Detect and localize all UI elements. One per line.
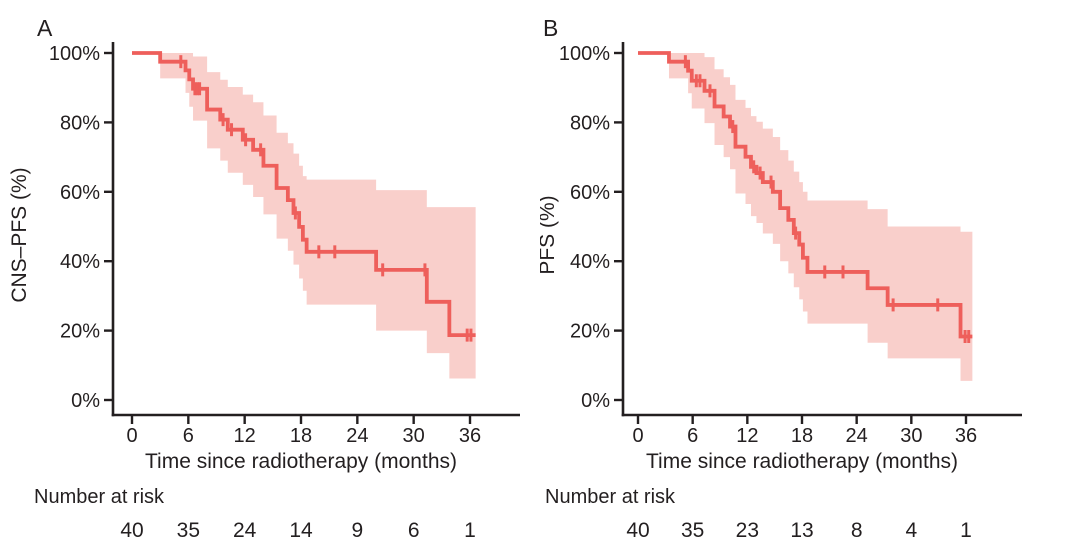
risk-count: 23 <box>736 519 759 542</box>
x-tick-label: 18 <box>791 425 813 447</box>
x-axis-title: Time since radiotherapy (months) <box>646 450 958 473</box>
risk-count: 40 <box>120 519 143 542</box>
x-tick-label: 6 <box>183 425 194 447</box>
y-tick-label: 100% <box>49 43 100 65</box>
y-tick-label: 0% <box>581 390 610 412</box>
risk-count: 35 <box>681 519 704 542</box>
x-tick-label: 24 <box>346 425 368 447</box>
risk-count: 6 <box>408 519 420 542</box>
y-tick-label: 60% <box>570 182 610 204</box>
y-tick-label: 0% <box>71 390 100 412</box>
risk-count: 13 <box>790 519 813 542</box>
y-tick-label: 80% <box>570 112 610 134</box>
x-tick-label: 30 <box>900 425 922 447</box>
x-tick-label: 36 <box>459 425 481 447</box>
panel-letter: A <box>37 15 53 41</box>
y-tick-label: 20% <box>60 321 100 343</box>
confidence-band <box>132 53 476 379</box>
y-tick-label: 80% <box>60 112 100 134</box>
risk-count: 24 <box>233 519 257 542</box>
x-tick-label: 36 <box>955 425 977 447</box>
y-tick-label: 20% <box>570 321 610 343</box>
y-axis-title: CNS–PFS (%) <box>8 167 31 302</box>
x-axis-title: Time since radiotherapy (months) <box>145 450 457 473</box>
risk-count: 35 <box>177 519 200 542</box>
y-tick-label: 100% <box>559 43 610 65</box>
x-tick-label: 6 <box>687 425 698 447</box>
x-tick-label: 18 <box>290 425 312 447</box>
x-tick-label: 0 <box>126 425 137 447</box>
risk-count: 40 <box>626 519 649 542</box>
y-tick-label: 40% <box>60 251 100 273</box>
x-tick-label: 30 <box>403 425 425 447</box>
risk-table-label: Number at risk <box>545 486 676 508</box>
y-axis-title: PFS (%) <box>540 195 559 274</box>
x-tick-label: 12 <box>234 425 256 447</box>
x-tick-label: 24 <box>846 425 868 447</box>
y-tick-label: 60% <box>60 182 100 204</box>
panel-letter: B <box>543 15 558 41</box>
x-tick-label: 0 <box>632 425 643 447</box>
risk-count: 8 <box>851 519 863 542</box>
risk-count: 1 <box>960 519 972 542</box>
confidence-band <box>638 53 973 381</box>
risk-count: 4 <box>905 519 917 542</box>
risk-count: 9 <box>351 519 363 542</box>
km-curve <box>132 51 476 338</box>
risk-count: 14 <box>289 519 313 542</box>
y-tick-label: 40% <box>570 251 610 273</box>
x-tick-label: 12 <box>736 425 758 447</box>
risk-count: 1 <box>464 519 476 542</box>
risk-table-label: Number at risk <box>34 486 165 508</box>
